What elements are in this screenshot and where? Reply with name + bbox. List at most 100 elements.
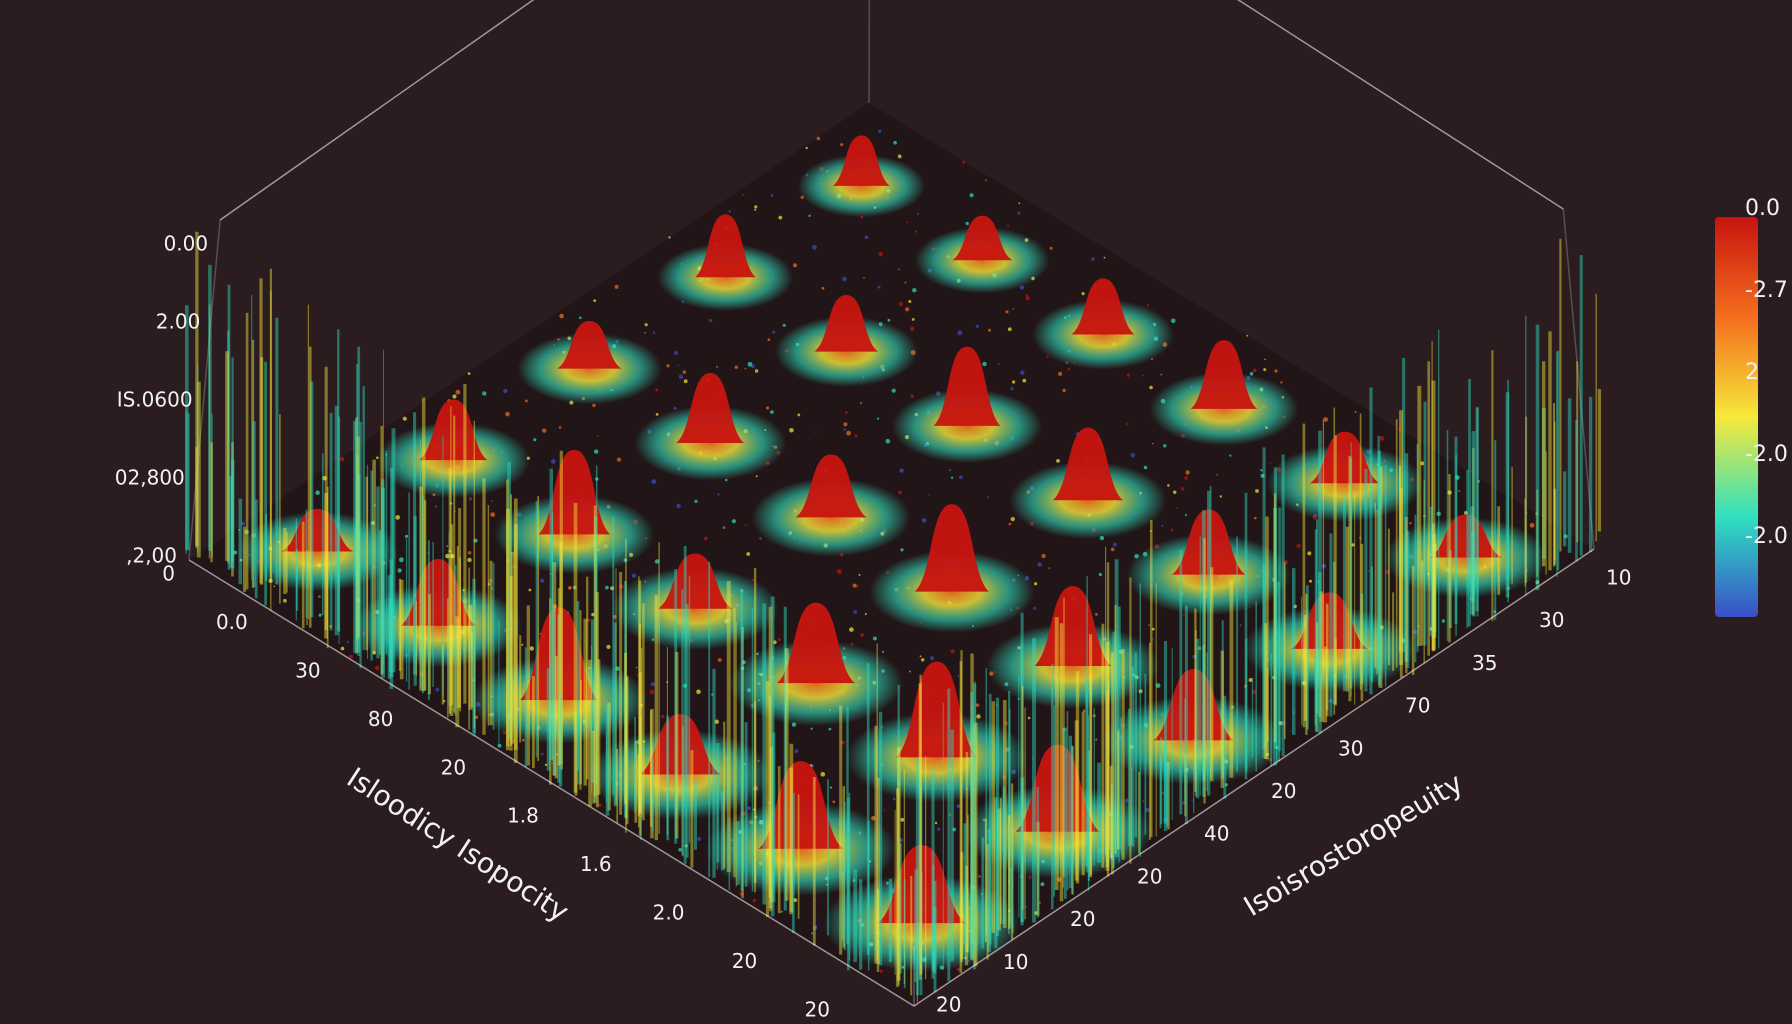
floor-dot xyxy=(921,518,927,523)
floor-dot xyxy=(1130,452,1136,458)
plot-area: 0.00 2.00 IS.0600 02,800 ,2,000 0.0 30 80 20 1.8 1… xyxy=(115,0,1788,1022)
floor-dot xyxy=(1529,522,1535,528)
y-tick-label: 40 xyxy=(1204,822,1229,846)
floor-dot xyxy=(568,586,572,590)
floor-dot xyxy=(605,585,609,590)
floor-dot xyxy=(1167,484,1170,487)
floor-dot xyxy=(910,326,915,332)
peak xyxy=(657,553,733,609)
y-tick-label: 70 xyxy=(1405,694,1430,718)
floor-dot xyxy=(898,490,902,495)
floor-dot xyxy=(529,646,534,651)
floor-dot xyxy=(843,428,846,431)
floor-dot xyxy=(356,598,361,603)
floor-dot xyxy=(315,490,320,496)
floor-dot xyxy=(655,388,659,392)
floor-dot xyxy=(1146,304,1149,307)
floor-dot xyxy=(1351,543,1355,547)
floor-dot xyxy=(1244,684,1248,688)
floor-dot xyxy=(631,573,637,578)
floor-dot xyxy=(1012,380,1016,384)
floor-dot xyxy=(744,367,747,370)
floor-dot xyxy=(716,365,719,368)
floor-dot xyxy=(898,301,904,306)
floor-dot xyxy=(318,613,322,617)
floor-dot xyxy=(887,318,891,322)
floor-dot xyxy=(1246,334,1249,337)
floor-dot xyxy=(550,572,552,575)
floor-dot xyxy=(956,967,961,972)
floor-dot xyxy=(1103,256,1106,259)
floor-dot xyxy=(1367,570,1370,573)
floor-dot xyxy=(1254,516,1257,520)
floor-dot xyxy=(1264,358,1266,361)
floor-dot xyxy=(339,456,345,462)
floor-dot xyxy=(1040,882,1045,887)
floor-dot xyxy=(340,646,345,651)
floor-dot xyxy=(708,319,711,321)
floor-dot xyxy=(1328,698,1333,703)
peak xyxy=(776,602,855,684)
floor-dot xyxy=(1183,613,1185,616)
floor-dot xyxy=(934,821,938,825)
floor-dot xyxy=(556,753,558,756)
floor-dot xyxy=(1039,901,1041,904)
floor-dot xyxy=(1379,435,1385,441)
floor-dot xyxy=(1161,524,1164,527)
floor-dot xyxy=(1010,517,1015,522)
floor-dot xyxy=(765,406,770,410)
floor-dot xyxy=(283,598,287,603)
floor-dot xyxy=(399,557,404,563)
floor-dot xyxy=(1493,610,1497,613)
floor-dot xyxy=(1423,514,1426,518)
floor-dot xyxy=(962,161,966,164)
floor-dot xyxy=(349,654,353,659)
floor-dot xyxy=(419,672,425,677)
floor-dot xyxy=(1184,514,1187,517)
colorbar-label: -2.0 xyxy=(1745,524,1788,549)
floor-dot xyxy=(879,969,884,973)
floor-dot xyxy=(780,910,783,913)
floor-dot xyxy=(816,136,821,141)
floor-dot xyxy=(533,438,537,442)
floor-dot xyxy=(1148,624,1150,626)
floor-dot xyxy=(747,806,751,811)
peak xyxy=(1172,509,1246,575)
x-tick-label: 2.0 xyxy=(653,901,685,925)
floor-dot xyxy=(814,898,817,901)
floor-dot xyxy=(840,740,845,745)
floor-dot xyxy=(900,817,905,822)
floor-dot xyxy=(767,338,771,341)
floor-dot xyxy=(950,649,955,654)
floor-dot xyxy=(985,179,987,182)
floor-dot xyxy=(1192,654,1197,659)
floor-dot xyxy=(1181,487,1185,491)
floor-dot xyxy=(832,800,836,804)
z-tick-label: IS.0600 xyxy=(117,388,193,412)
floor-dot xyxy=(346,640,349,644)
floor-dot xyxy=(1063,727,1067,731)
peak xyxy=(1071,278,1135,335)
peak xyxy=(639,714,721,775)
floor-dot xyxy=(1477,480,1481,483)
floor-dot xyxy=(610,586,615,591)
floor-dot xyxy=(734,365,738,369)
peak xyxy=(419,399,488,461)
floor-dot xyxy=(668,236,671,239)
floor-dot xyxy=(1145,807,1150,813)
floor-dot xyxy=(754,208,757,211)
floor xyxy=(189,103,1594,1006)
peak xyxy=(676,372,745,443)
floor-dot xyxy=(912,288,917,293)
floor-dot xyxy=(1095,738,1098,741)
box-edge xyxy=(219,0,1564,221)
box-edge xyxy=(188,548,1595,1007)
floor-dot xyxy=(917,212,920,215)
floor-dot xyxy=(846,430,851,436)
floor-dot xyxy=(808,214,811,217)
floor-dot xyxy=(891,388,896,393)
floor-dot xyxy=(950,476,954,479)
y-tick-label: 10 xyxy=(1003,950,1028,974)
floor-dot xyxy=(434,505,438,508)
